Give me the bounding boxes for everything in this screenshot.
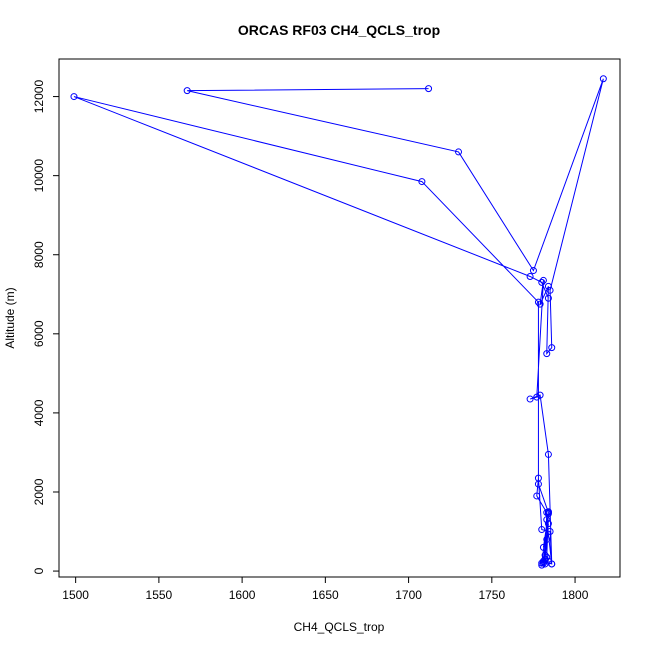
series-layer: [70, 75, 607, 569]
data-point: [70, 93, 78, 101]
data-point: [538, 278, 546, 286]
data-point: [546, 286, 554, 294]
data-point: [536, 300, 544, 308]
data-point: [544, 282, 552, 290]
data-point: [533, 492, 541, 500]
data-point: [544, 450, 552, 458]
data-point: [548, 560, 556, 568]
x-axis-label: CH4_QCLS_trop: [294, 620, 385, 634]
data-point: [526, 395, 534, 403]
y-axis-label: Altitude (m): [3, 287, 17, 348]
series-line: [73, 78, 604, 566]
x-tick-label: 1750: [478, 588, 505, 602]
x-tick-label: 1650: [312, 588, 339, 602]
data-point: [539, 559, 547, 567]
x-axis: 1500 1550 1600 1650 1700 1750 1800: [62, 576, 589, 602]
x-tick-label: 1500: [62, 588, 89, 602]
x-tick-label: 1700: [395, 588, 422, 602]
y-tick-label: 12000: [32, 80, 46, 114]
data-point: [455, 148, 463, 156]
x-tick-label: 1550: [146, 588, 173, 602]
data-point: [183, 87, 191, 95]
data-point: [544, 294, 552, 302]
data-point: [539, 543, 547, 551]
y-tick-label: 2000: [32, 478, 46, 505]
data-point: [534, 480, 542, 488]
data-point: [538, 561, 546, 569]
data-point: [539, 276, 547, 284]
data-point: [418, 178, 426, 186]
data-point: [538, 526, 546, 534]
data-point: [599, 75, 607, 83]
data-point: [534, 298, 542, 306]
data-point: [526, 272, 534, 280]
data-point: [541, 555, 549, 563]
x-tick-label: 1800: [562, 588, 589, 602]
y-tick-label: 0: [32, 567, 46, 574]
data-point: [543, 535, 551, 543]
y-axis: 0 2000 4000 6000 8000 10000 12000: [32, 80, 60, 574]
y-tick-label: 10000: [32, 159, 46, 193]
data-point: [543, 350, 551, 358]
data-point: [536, 391, 544, 399]
data-point: [425, 85, 433, 93]
x-tick-label: 1600: [229, 588, 256, 602]
data-point: [544, 520, 552, 528]
chart-title: ORCAS RF03 CH4_QCLS_trop: [238, 22, 440, 38]
data-point: [529, 267, 537, 275]
data-point: [544, 509, 552, 517]
data-point: [539, 557, 547, 565]
y-tick-label: 6000: [32, 320, 46, 347]
data-point: [548, 344, 556, 352]
y-tick-label: 4000: [32, 399, 46, 426]
y-tick-label: 8000: [32, 241, 46, 268]
data-point: [546, 528, 554, 536]
